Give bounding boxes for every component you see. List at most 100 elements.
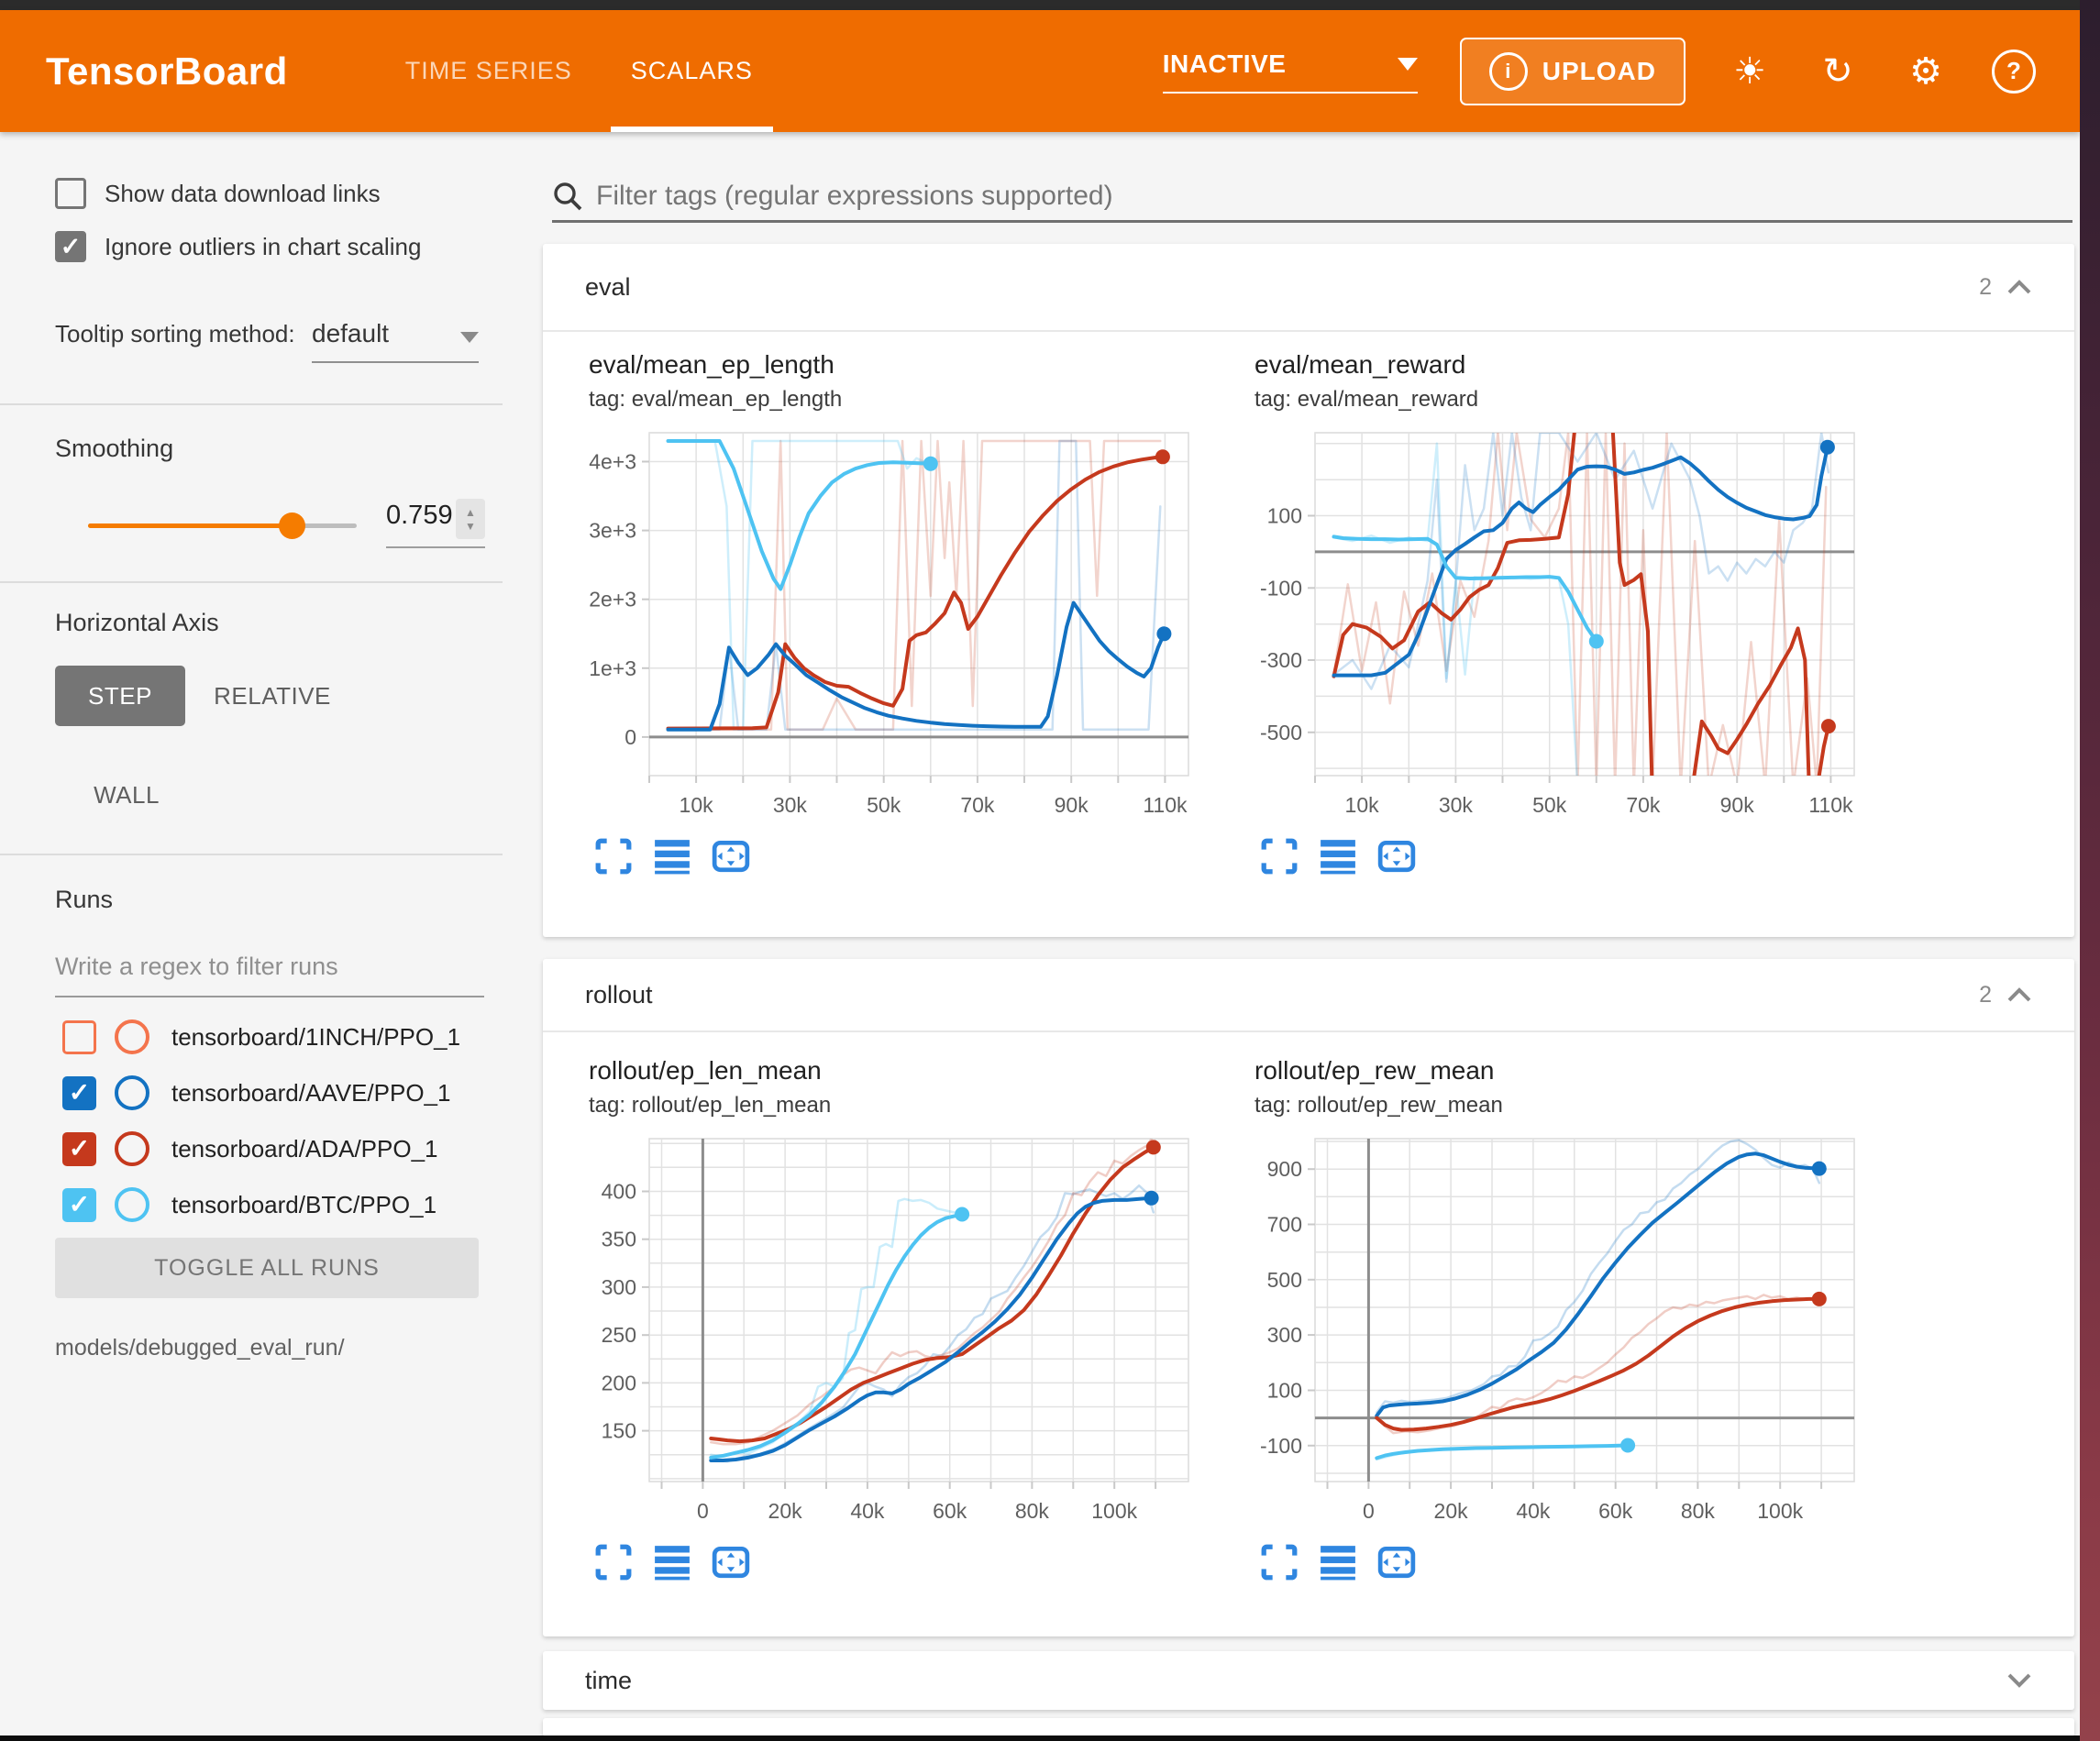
fit-domain-icon[interactable] [712, 837, 750, 876]
eval-section-header[interactable]: eval 2 [543, 244, 2074, 332]
window-top-strip [0, 0, 2100, 10]
data-table-icon[interactable] [1319, 1543, 1357, 1581]
rollout-collapse-control[interactable]: 2 [1979, 982, 2032, 1008]
svg-text:100: 100 [1267, 504, 1302, 528]
svg-text:50k: 50k [1532, 793, 1567, 817]
axis-relative-button[interactable]: RELATIVE [214, 681, 331, 710]
chart-actions [1260, 837, 1902, 876]
runs-label: Runs [55, 886, 114, 913]
svg-text:0: 0 [697, 1499, 709, 1523]
ignore-outliers-checkbox[interactable]: ✓ [55, 231, 86, 262]
filter-tags-placeholder: Filter tags (regular expressions support… [596, 181, 1113, 211]
ignore-outliers-row[interactable]: ✓ Ignore outliers in chart scaling [55, 231, 421, 262]
upload-button[interactable]: i UPLOAD [1459, 37, 1686, 105]
chart-count: 2 [1979, 981, 1992, 1008]
rollout-section-card: rollout 2 rollout/ep_len_mean tag: rollo… [543, 959, 2074, 1636]
help-icon[interactable]: ? [1990, 48, 2038, 95]
run-row-aave[interactable]: ✓ tensorboard/AAVE/PPO_1 [62, 1075, 450, 1110]
svg-text:400: 400 [602, 1180, 636, 1204]
toggle-all-runs-button[interactable]: TOGGLE ALL RUNS [55, 1238, 479, 1298]
run-checkbox[interactable]: ✓ [62, 1131, 96, 1166]
run-checkbox[interactable]: ✓ [62, 1187, 96, 1222]
rollout-section-header[interactable]: rollout 2 [543, 959, 2074, 1032]
brightness-icon[interactable]: ☀ [1733, 50, 1766, 93]
svg-text:10k: 10k [680, 793, 714, 817]
smoothing-stepper[interactable]: ▲ ▼ [456, 499, 485, 539]
run-row-ada[interactable]: ✓ tensorboard/ADA/PPO_1 [62, 1131, 438, 1166]
svg-text:-100: -100 [1260, 576, 1302, 600]
svg-text:100: 100 [1267, 1379, 1302, 1403]
smoothing-slider[interactable] [88, 512, 357, 539]
app-header: TensorBoard TIME SERIES SCALARS INACTIVE… [0, 10, 2080, 132]
chart-canvas[interactable]: 10k 30k 50k 70k 90k 110k 100 -100 -300 -500 [1242, 425, 1902, 835]
chart-title: rollout/ep_len_mean [589, 1056, 822, 1085]
expand-chart-icon[interactable] [594, 1543, 633, 1581]
run-checkbox[interactable]: ✓ [62, 1075, 96, 1110]
expand-chart-icon[interactable] [1260, 837, 1299, 876]
svg-text:10k: 10k [1345, 793, 1380, 817]
svg-text:2e+3: 2e+3 [589, 588, 636, 612]
svg-text:900: 900 [1267, 1157, 1302, 1181]
time-collapse-control[interactable] [2006, 1671, 2032, 1690]
chart-canvas[interactable]: 10k 30k 50k 70k 90k 110k 0 1e+3 2e+3 3e+3 4e+3 [576, 425, 1236, 835]
run-row-btc[interactable]: ✓ tensorboard/BTC/PPO_1 [62, 1187, 437, 1222]
run-row-1inch[interactable]: ✓ tensorboard/1INCH/PPO_1 [62, 1019, 460, 1054]
svg-text:80k: 80k [1681, 1499, 1716, 1523]
axis-step-button[interactable]: STEP [55, 666, 185, 726]
fit-domain-icon[interactable] [1377, 1543, 1416, 1581]
expand-chart-icon[interactable] [1260, 1543, 1299, 1581]
tooltip-sorting-value: default [312, 319, 390, 347]
run-color-circle [115, 1187, 149, 1222]
sidebar-divider [0, 581, 503, 583]
tooltip-sorting-dropdown[interactable]: default [312, 319, 479, 363]
fit-domain-icon[interactable] [1377, 837, 1416, 876]
refresh-icon[interactable]: ↻ [1822, 50, 1853, 93]
runs-filter-underline [55, 996, 484, 997]
svg-text:30k: 30k [1439, 793, 1474, 817]
filter-tags-input[interactable]: Filter tags (regular expressions support… [552, 169, 2074, 224]
svg-text:110k: 110k [1808, 793, 1853, 817]
svg-text:250: 250 [602, 1323, 636, 1347]
horizontal-axis-label: Horizontal Axis [55, 609, 219, 636]
svg-text:50k: 50k [867, 793, 901, 817]
svg-text:70k: 70k [960, 793, 995, 817]
data-table-icon[interactable] [1319, 837, 1357, 876]
smoothing-slider-handle[interactable] [279, 512, 305, 539]
section-title: time [585, 1666, 633, 1694]
axis-wall-button[interactable]: WALL [94, 780, 160, 809]
header-controls: INACTIVE i UPLOAD ☀ ↻ ⚙ ? [1162, 37, 2038, 105]
eval-collapse-control[interactable]: 2 [1979, 274, 2032, 301]
section-title: rollout [585, 980, 653, 1008]
status-dropdown[interactable]: INACTIVE [1162, 50, 1418, 94]
smoothing-slider-fill [88, 523, 292, 528]
time-section-header[interactable]: time [543, 1651, 2074, 1710]
data-table-icon[interactable] [653, 837, 691, 876]
data-table-icon[interactable] [653, 1543, 691, 1581]
tab-scalars[interactable]: SCALARS [602, 10, 782, 132]
run-checkbox[interactable]: ✓ [62, 1019, 96, 1054]
svg-text:90k: 90k [1055, 793, 1089, 817]
svg-text:70k: 70k [1626, 793, 1661, 817]
chart-tag: tag: eval/mean_ep_length [589, 387, 843, 412]
chart-cell-rollout-ep-len-mean: rollout/ep_len_mean tag: rollout/ep_len_… [576, 1056, 1236, 1581]
show-download-links-row[interactable]: Show data download links [55, 178, 381, 209]
svg-text:4e+3: 4e+3 [589, 450, 636, 474]
svg-text:500: 500 [1267, 1268, 1302, 1292]
expand-chart-icon[interactable] [594, 837, 633, 876]
settings-gear-icon[interactable]: ⚙ [1909, 50, 1942, 93]
chart-canvas[interactable]: 0 20k 40k 60k 80k 100k 150 200 250 300 350 400 [576, 1131, 1236, 1541]
runs-directory-label: models/debugged_eval_run/ [55, 1335, 345, 1361]
chart-actions [1260, 1543, 1902, 1581]
search-icon [554, 182, 582, 211]
smoothing-value[interactable]: 0.759 [386, 501, 453, 530]
time-section-card: time [543, 1651, 2074, 1710]
chart-canvas[interactable]: 0 20k 40k 60k 80k 100k -100 100 300 500 700 900 [1242, 1131, 1902, 1541]
tab-time-series[interactable]: TIME SERIES [404, 57, 572, 84]
svg-text:-500: -500 [1260, 721, 1302, 744]
run-color-circle [115, 1075, 149, 1110]
fit-domain-icon[interactable] [712, 1543, 750, 1581]
runs-filter-input[interactable]: Write a regex to filter runs [55, 953, 338, 980]
svg-text:0: 0 [624, 725, 636, 749]
svg-text:20k: 20k [1434, 1499, 1469, 1523]
show-download-links-checkbox[interactable] [55, 178, 86, 209]
